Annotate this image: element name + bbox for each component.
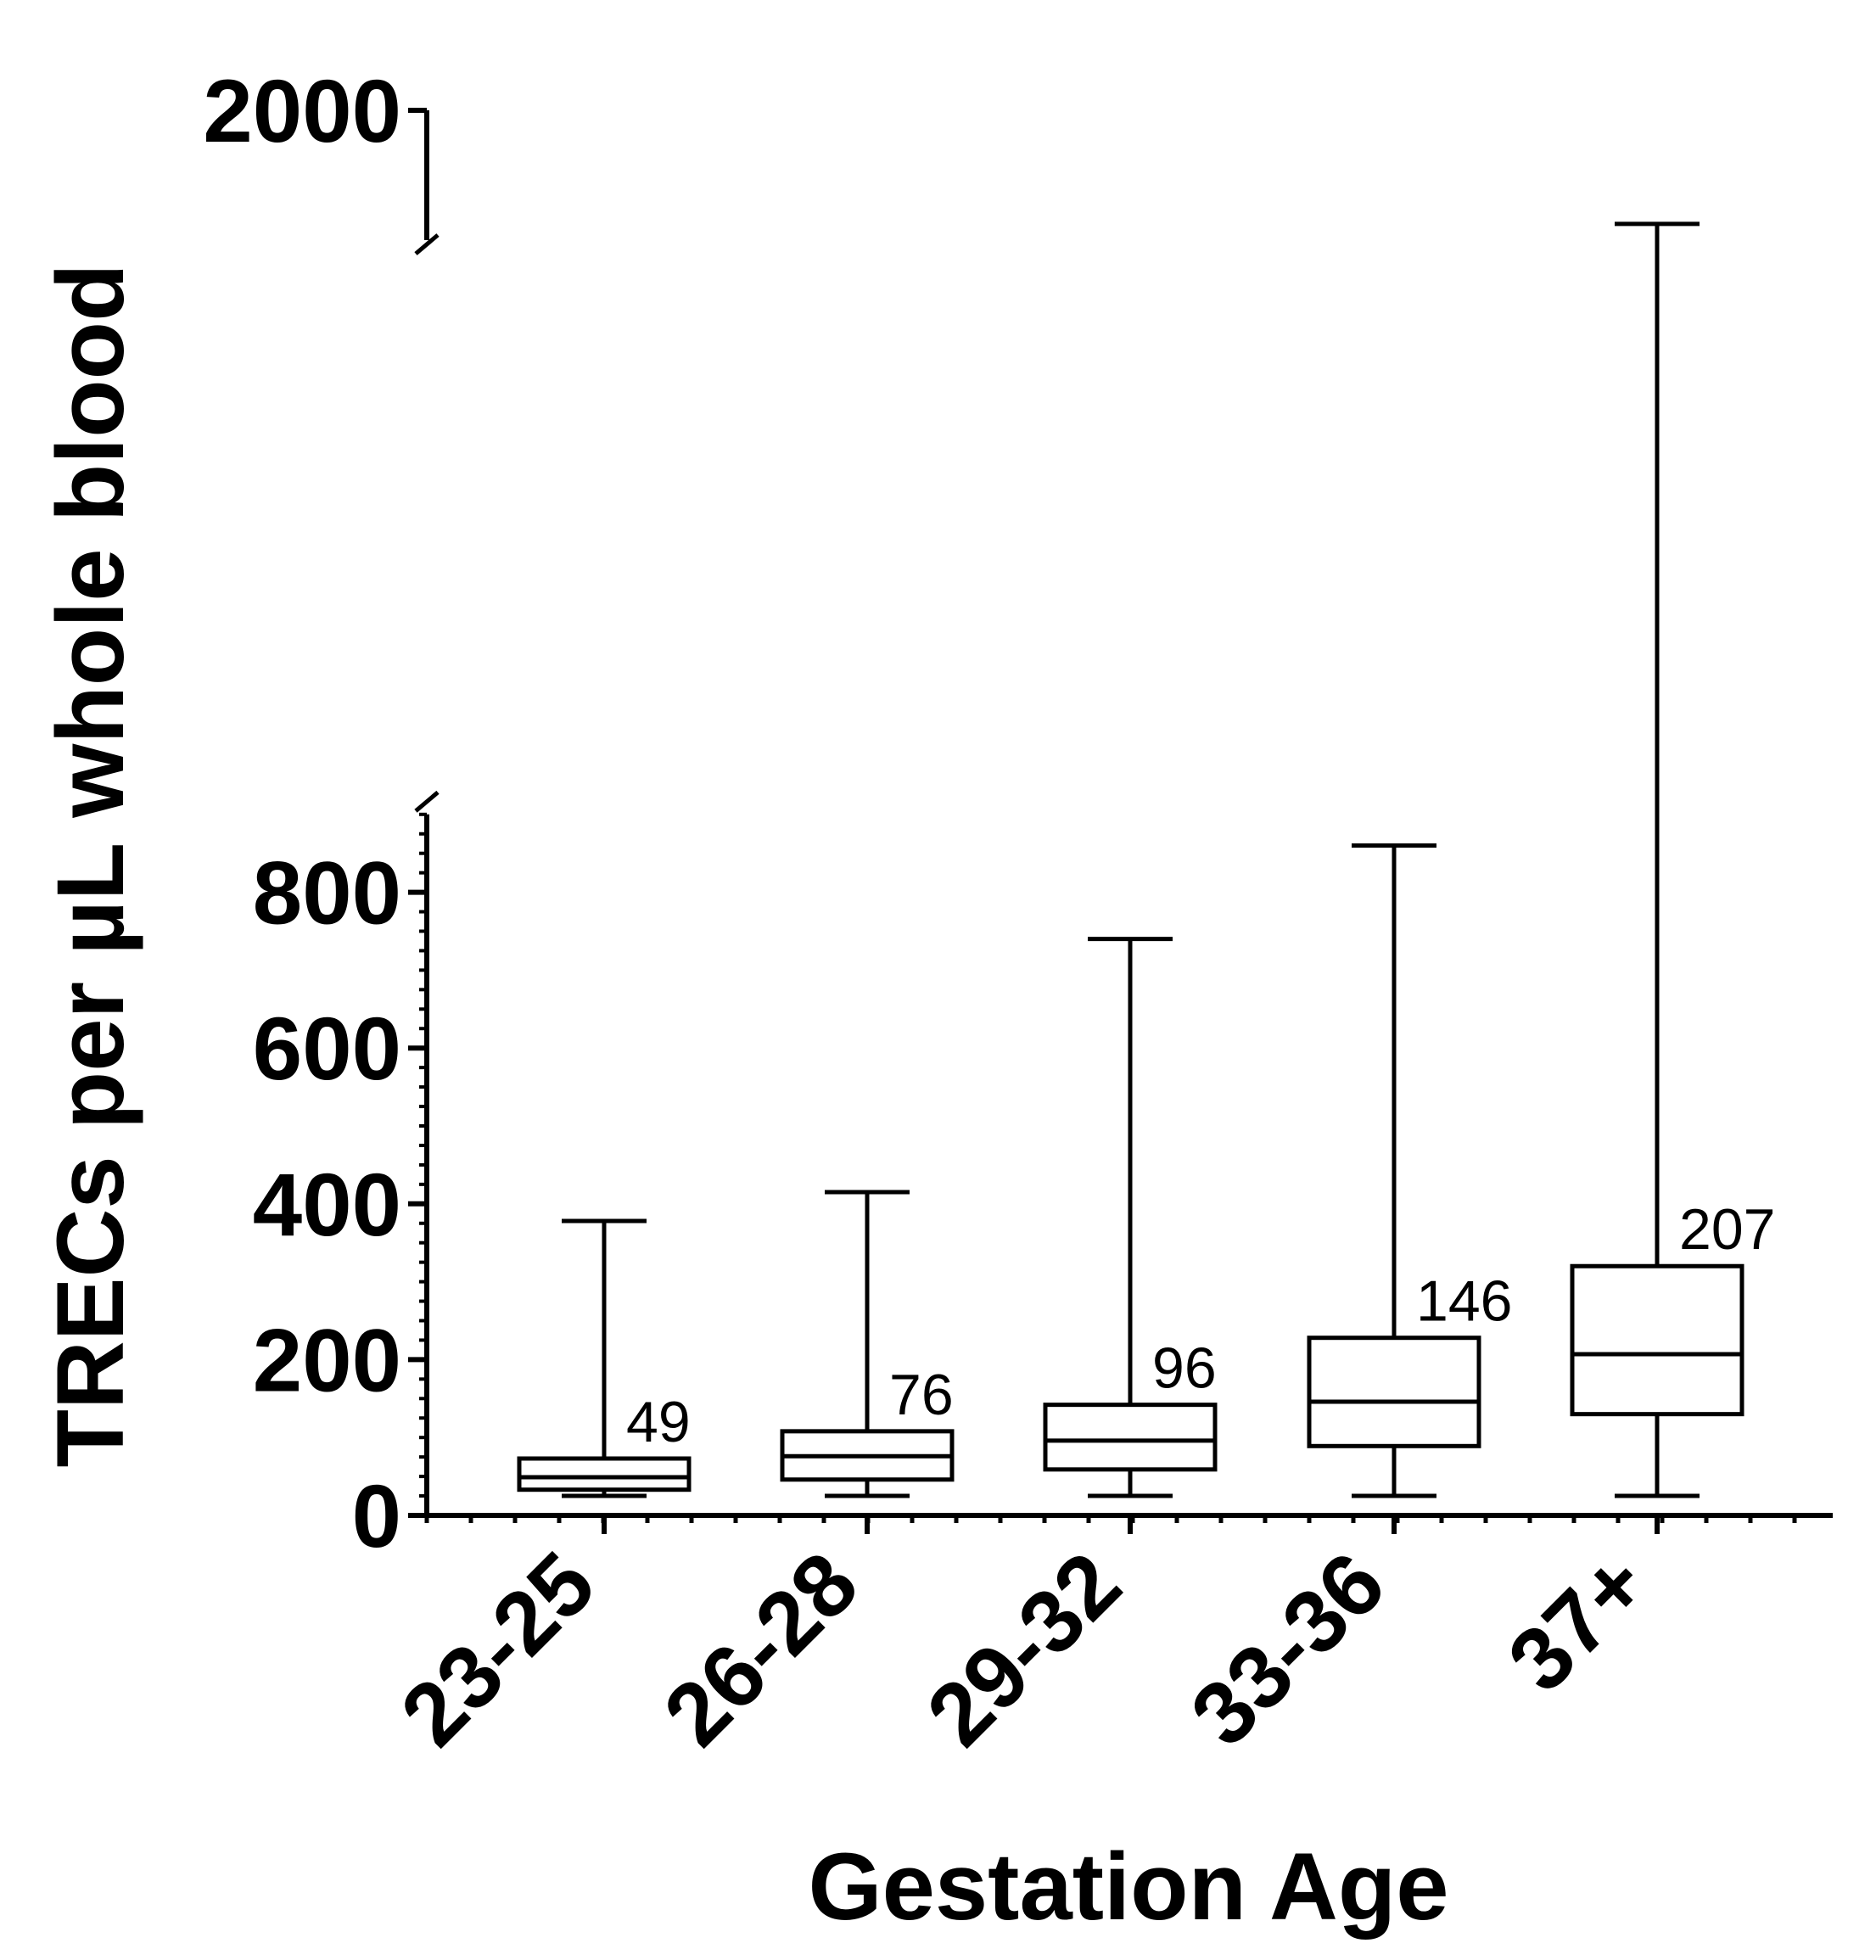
median-data-label: 49 [626,1390,691,1454]
median-data-label: 96 [1152,1336,1217,1401]
box-23-25: 49 [517,1218,692,1498]
box-37+: 207 [1570,221,1775,1498]
x-tick-label: 33-36 [1173,1534,1404,1766]
y-tick-label: 0 [352,1467,401,1566]
median-data-label: 76 [889,1363,954,1427]
median-data-label: 207 [1679,1197,1775,1262]
iqr-box [1570,1263,1744,1417]
y-axis-title: TRECs per µL whole blood [37,264,143,1468]
y-tick-label: 600 [253,1000,401,1099]
x-tick-label: 37+ [1490,1534,1667,1711]
box-26-28: 76 [780,1190,955,1498]
y-tick-label: 2000 [203,62,401,161]
y-axis-break-mark-upper [414,233,440,255]
y-tick-label: 800 [253,844,401,944]
x-axis-title: Gestation Age [808,1834,1448,1940]
iqr-box [1307,1336,1481,1448]
y-tick-label: 200 [253,1311,401,1410]
y-tick-label: 400 [253,1156,401,1255]
y-axis-break-mark-lower [414,790,440,813]
iqr-box [517,1456,692,1492]
box-33-36: 146 [1307,843,1512,1498]
x-tick-label: 23-25 [383,1534,614,1766]
median-data-label: 146 [1416,1269,1512,1334]
x-tick-label: 26-28 [646,1534,877,1766]
x-tick-label: 29-32 [909,1534,1140,1766]
iqr-box [1043,1403,1218,1472]
box-29-32: 96 [1043,937,1218,1498]
